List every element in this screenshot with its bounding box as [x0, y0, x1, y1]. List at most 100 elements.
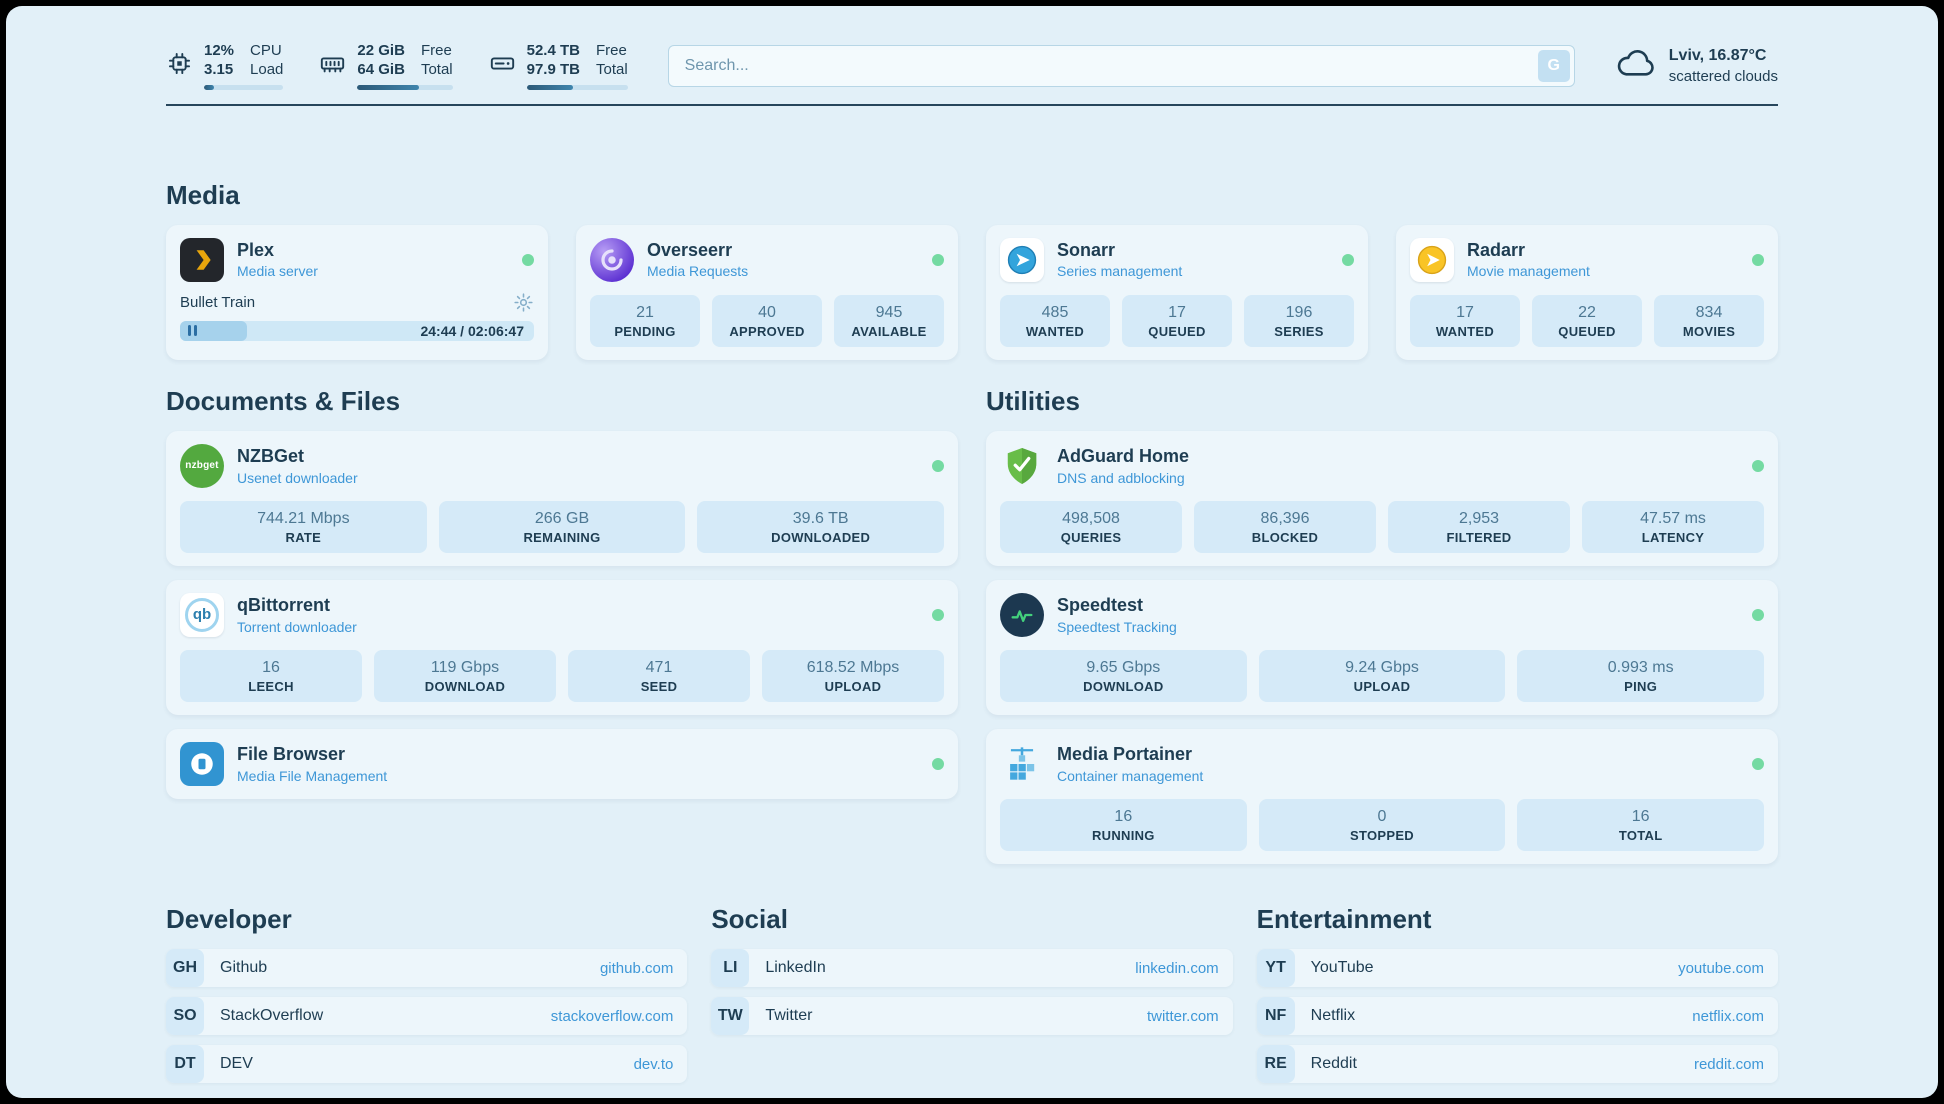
link-reddit[interactable]: RE Reddit reddit.com: [1256, 1045, 1778, 1084]
system-widgets: 12% 3.15 CPU Load: [166, 42, 628, 90]
disk-icon: [489, 50, 516, 82]
stat-label: QUEUED: [1148, 323, 1206, 339]
dev-icon: DT: [166, 1045, 204, 1084]
stat-label: UPLOAD: [824, 679, 882, 695]
app-name: NZBGet: [237, 445, 304, 466]
adguard-card[interactable]: AdGuard Home DNS and adblocking 498,508 …: [986, 430, 1778, 566]
stat-value: 834: [1695, 303, 1723, 321]
stat-value: 47.57 ms: [1640, 509, 1706, 527]
stat-value: 16: [262, 658, 280, 676]
playback-progress-fill: [180, 320, 248, 341]
plex-card[interactable]: Plex Media server Bullet Train: [166, 224, 548, 360]
nzbget-icon: nzbget: [180, 443, 224, 488]
stat-value: 0.993 ms: [1607, 658, 1674, 676]
playback-progress-bar[interactable]: 24:44 / 02:06:47: [180, 320, 534, 341]
disk-free: 52.4 TB: [526, 42, 580, 59]
app-name: Plex: [237, 239, 275, 260]
app-subtitle: Speedtest Tracking: [1057, 618, 1177, 635]
disk-usage-fill: [526, 84, 574, 90]
stat-value: 618.52 Mbps: [806, 658, 900, 676]
ram-usage-fill: [357, 84, 420, 90]
link-dev[interactable]: DT DEV dev.to: [166, 1045, 688, 1084]
link-github[interactable]: GH Github github.com: [166, 949, 688, 988]
social-section-title: Social: [711, 904, 788, 935]
filebrowser-icon: [180, 742, 224, 787]
link-name: YouTube: [1310, 959, 1374, 977]
stat-label: RUNNING: [1091, 828, 1155, 844]
cpu-load-label: Load: [250, 61, 284, 79]
status-online-dot: [1342, 253, 1354, 266]
app-subtitle: Media File Management: [237, 767, 388, 784]
link-url: github.com: [599, 959, 674, 977]
stat-tile: 485 WANTED: [1000, 294, 1110, 347]
link-linkedin[interactable]: LI LinkedIn linkedin.com: [711, 949, 1233, 988]
search-input[interactable]: [667, 44, 1575, 87]
stat-value: 40: [758, 303, 776, 321]
link-url: stackoverflow.com: [550, 1007, 674, 1025]
stat-value: 471: [645, 658, 673, 676]
sonarr-card[interactable]: Sonarr Series management 485 WANTED 17 Q…: [986, 224, 1368, 360]
stat-tile: 47.57 ms LATENCY: [1582, 500, 1764, 553]
link-youtube[interactable]: YT YouTube youtube.com: [1256, 949, 1778, 988]
stat-tile: 9.24 Gbps UPLOAD: [1258, 649, 1506, 703]
developer-section-title: Developer: [166, 904, 292, 935]
ram-usage-bar: [357, 84, 453, 90]
app-subtitle: Container management: [1057, 767, 1204, 784]
overseerr-icon: [590, 237, 634, 282]
app-subtitle: Series management: [1057, 263, 1183, 280]
app-name: Sonarr: [1057, 239, 1116, 260]
disk-total: 97.9 TB: [526, 61, 580, 79]
qbittorrent-icon: qb: [180, 592, 224, 637]
link-netflix[interactable]: NF Netflix netflix.com: [1256, 997, 1778, 1036]
qbittorrent-card[interactable]: qb qBittorrent Torrent downloader 16: [166, 579, 958, 716]
netflix-icon: NF: [1256, 997, 1295, 1036]
radarr-card[interactable]: Radarr Movie management 17 WANTED 22 QUE…: [1396, 224, 1778, 360]
ram-widget: 22 GiB 64 GiB Free Total: [319, 42, 453, 90]
link-name: DEV: [220, 1055, 253, 1073]
stat-tile: 17 WANTED: [1410, 294, 1520, 347]
link-url: dev.to: [633, 1055, 674, 1073]
status-online-dot: [932, 758, 944, 771]
stat-label: STOPPED: [1349, 828, 1414, 844]
filebrowser-card[interactable]: File Browser Media File Management: [166, 729, 958, 800]
stat-label: QUERIES: [1060, 529, 1122, 545]
topbar: 12% 3.15 CPU Load: [166, 42, 1778, 90]
reddit-icon: RE: [1256, 1045, 1295, 1084]
sonarr-icon: [1000, 237, 1044, 282]
link-url: youtube.com: [1678, 959, 1764, 977]
stat-value: 86,396: [1260, 509, 1310, 527]
stat-label: QUEUED: [1558, 323, 1616, 339]
stat-tile: 9.65 Gbps DOWNLOAD: [1000, 649, 1247, 703]
stat-label: REMAINING: [523, 529, 601, 545]
app-name: Speedtest: [1057, 595, 1144, 616]
playback-time: 24:44 / 02:06:47: [420, 322, 524, 339]
portainer-card[interactable]: Media Portainer Container management 16 …: [986, 729, 1778, 865]
stat-value: 17: [1456, 303, 1474, 321]
nzbget-card[interactable]: nzbget NZBGet Usenet downloader 744.21 M…: [166, 430, 958, 566]
section-media: Media Plex Media server: [166, 180, 1778, 360]
app-name: Media Portainer: [1057, 744, 1193, 765]
speedtest-card[interactable]: Speedtest Speedtest Tracking 9.65 Gbps D…: [986, 579, 1778, 716]
pause-icon[interactable]: [188, 325, 197, 336]
cpu-icon: [166, 50, 193, 82]
search-bar: G: [667, 44, 1575, 87]
cpu-usage-bar: [204, 84, 284, 90]
cpu-percent: 12%: [204, 42, 235, 59]
link-name: Twitter: [765, 1007, 813, 1025]
qbittorrent-icon-text: qb: [185, 597, 219, 632]
overseerr-card[interactable]: Overseerr Media Requests 21 PENDING 40 A…: [576, 224, 958, 360]
stat-value: 266 GB: [534, 509, 590, 527]
link-twitter[interactable]: TW Twitter twitter.com: [711, 997, 1233, 1036]
entertainment-section-title: Entertainment: [1256, 904, 1432, 935]
search-engine-button[interactable]: G: [1537, 49, 1570, 82]
disk-widget: 52.4 TB 97.9 TB Free Total: [489, 42, 628, 90]
link-name: Github: [220, 959, 268, 977]
app-subtitle: DNS and adblocking: [1057, 469, 1185, 486]
link-stackoverflow[interactable]: SO StackOverflow stackoverflow.com: [166, 997, 688, 1036]
link-name: StackOverflow: [220, 1007, 324, 1025]
stat-value: 22: [1578, 303, 1596, 321]
media-section-title: Media: [166, 179, 240, 210]
link-url: linkedin.com: [1135, 959, 1219, 977]
stat-tile: 21 PENDING: [590, 294, 700, 347]
gear-icon[interactable]: [513, 292, 534, 313]
